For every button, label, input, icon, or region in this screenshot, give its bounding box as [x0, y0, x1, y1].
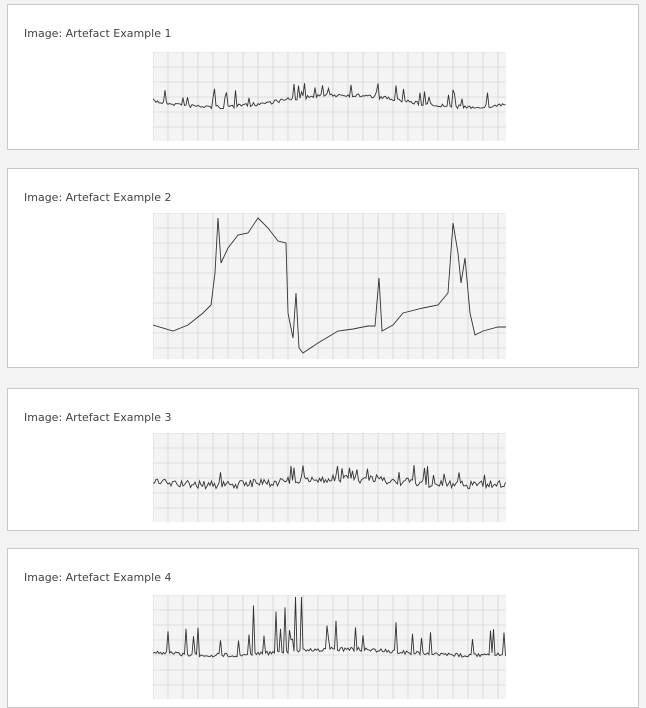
caption: Image: Artefact Example 3 [24, 411, 171, 424]
ecg-image [153, 213, 506, 359]
ecg-image [153, 595, 506, 699]
caption: Image: Artefact Example 4 [24, 571, 171, 584]
page: Image: Artefact Example 1 Image: Artefac… [0, 0, 646, 704]
card: Image: Artefact Example 1 [7, 4, 639, 150]
card: Image: Artefact Example 4 [7, 548, 639, 708]
ecg-image [153, 433, 506, 522]
card: Image: Artefact Example 3 [7, 388, 639, 531]
card: Image: Artefact Example 2 [7, 168, 639, 368]
caption: Image: Artefact Example 1 [24, 27, 171, 40]
caption: Image: Artefact Example 2 [24, 191, 171, 204]
ecg-image [153, 52, 506, 141]
